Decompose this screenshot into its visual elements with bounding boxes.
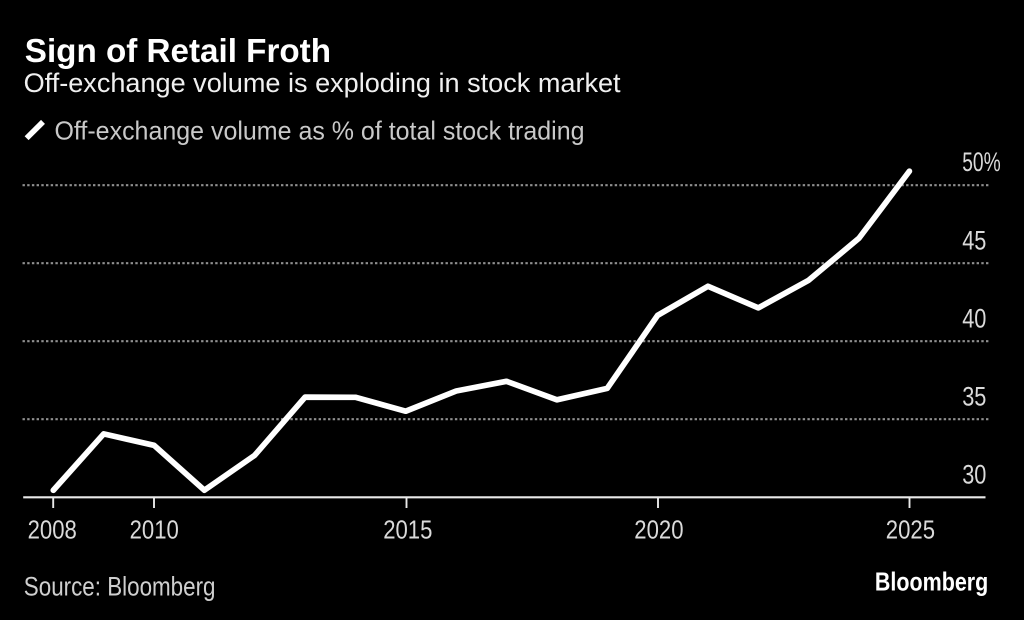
- svg-text:Sign of Retail Froth: Sign of Retail Froth: [25, 33, 331, 70]
- svg-text:45: 45: [962, 225, 986, 255]
- svg-text:35: 35: [962, 381, 986, 411]
- svg-text:2015: 2015: [383, 515, 432, 545]
- svg-text:Off-exchange volume is explodi: Off-exchange volume is exploding in stoc…: [24, 67, 621, 98]
- svg-text:2008: 2008: [28, 515, 77, 545]
- svg-text:40: 40: [962, 303, 986, 333]
- svg-text:Off-exchange volume as % of to: Off-exchange volume as % of total stock …: [55, 116, 585, 146]
- svg-text:50%: 50%: [962, 147, 1001, 177]
- svg-text:2025: 2025: [886, 515, 935, 545]
- svg-text:30: 30: [962, 459, 986, 489]
- svg-text:Bloomberg: Bloomberg: [875, 566, 988, 596]
- svg-text:Source: Bloomberg: Source: Bloomberg: [24, 572, 216, 602]
- svg-text:2020: 2020: [634, 515, 683, 545]
- svg-text:2010: 2010: [130, 515, 179, 545]
